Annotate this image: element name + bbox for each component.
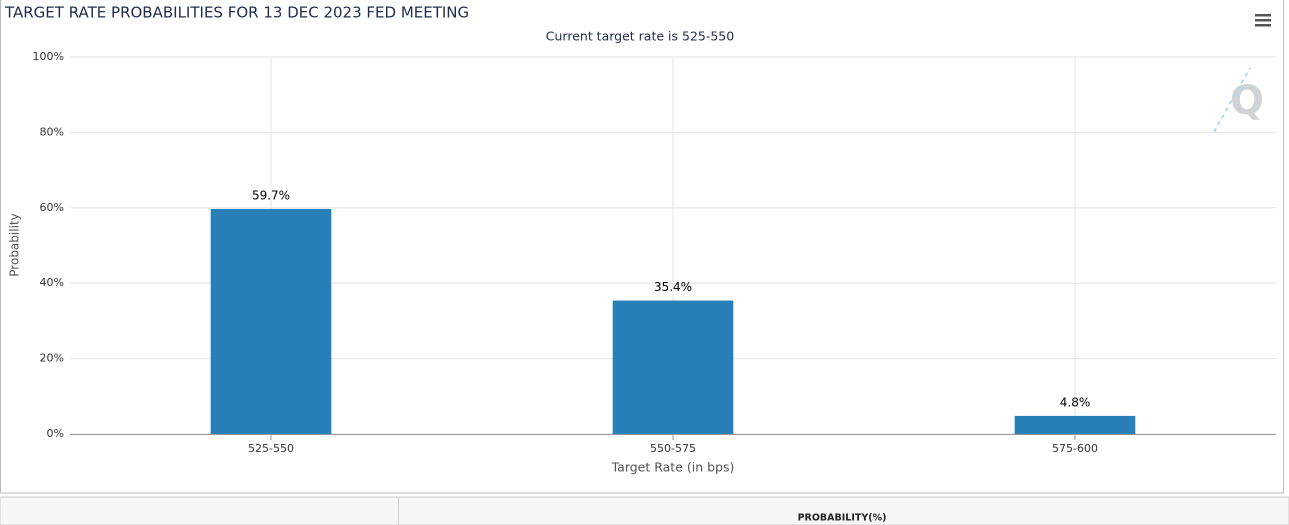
bar (1014, 415, 1136, 434)
y-axis-title: Probability (8, 213, 22, 276)
bar (210, 208, 332, 434)
svg-text:Q: Q (1230, 78, 1264, 124)
logo: Q (1213, 67, 1264, 133)
data-label: 35.4% (654, 280, 692, 294)
y-tick-label: 40% (40, 276, 64, 289)
menu-button[interactable] (1255, 14, 1271, 27)
x-tick-label: 550-575 (650, 442, 696, 455)
y-tick-label: 20% (40, 352, 64, 365)
y-tick-label: 80% (40, 125, 64, 138)
bar (612, 300, 734, 434)
data-label: 4.8% (1060, 395, 1091, 409)
table-header-row (0, 496, 1289, 525)
y-tick-label: 60% (40, 201, 64, 214)
x-axis-title: Target Rate (in bps) (611, 460, 735, 475)
y-tick-label: 0% (47, 427, 64, 440)
data-label: 59.7% (252, 188, 290, 202)
y-tick-label: 100% (33, 50, 64, 63)
table-header: PROBABILITY(%) (798, 513, 887, 524)
x-tick-label: 525-550 (248, 442, 294, 455)
x-tick-label: 575-600 (1052, 442, 1098, 455)
chart-subtitle: Current target rate is 525-550 (546, 29, 734, 44)
chart-title: TARGET RATE PROBABILITIES FOR 13 DEC 202… (4, 4, 469, 22)
